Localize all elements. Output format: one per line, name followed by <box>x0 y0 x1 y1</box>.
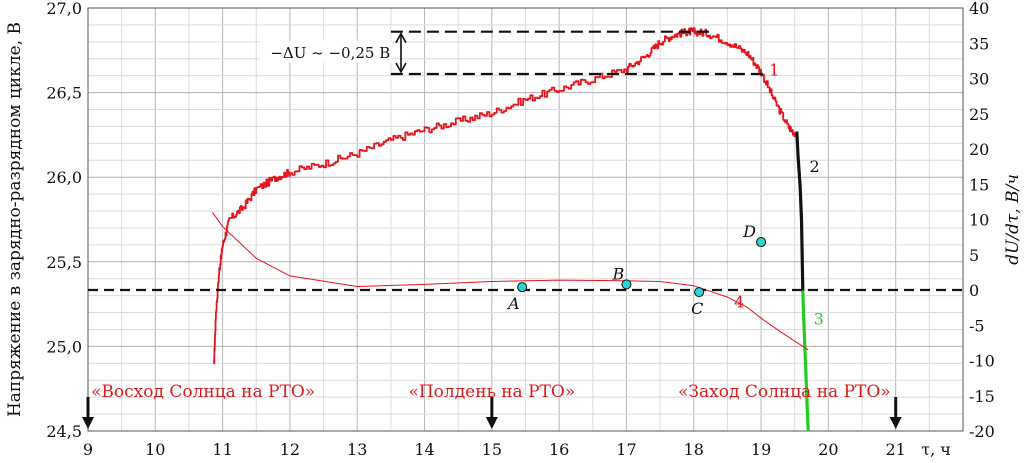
y2-tick-label: 20 <box>969 140 989 159</box>
y2-tick-label: 30 <box>969 70 989 89</box>
point-d <box>756 237 767 248</box>
y2-axis-label: dU/dτ, В/ч <box>1003 174 1023 265</box>
series-3-line <box>801 290 810 432</box>
y2-tick-label: -20 <box>969 422 995 441</box>
x-tick-label: 19 <box>751 440 771 459</box>
y-tick-label: 27,0 <box>46 0 82 18</box>
x-tick-label: 9 <box>83 440 93 459</box>
point-b-label: B <box>611 264 624 283</box>
delta-label: −ΔU ~ −0,25 В <box>270 44 390 62</box>
series-4-line <box>212 212 809 351</box>
event-arrow-head <box>82 417 94 429</box>
y2-tick-label: -5 <box>969 316 985 335</box>
point-a-label: A <box>506 294 520 313</box>
y2-tick-label: 25 <box>969 105 989 124</box>
plot-frame <box>87 7 964 432</box>
y-tick-label: 25,0 <box>46 337 82 356</box>
x-tick-label: 20 <box>818 440 838 459</box>
series-3-number: 3 <box>814 309 824 328</box>
y2-tick-label: -15 <box>969 387 995 406</box>
y2-tick-label: 5 <box>969 246 979 265</box>
tick-labels: 9 10 11 12 13 14 15 16 17 18 19 20 2124,525,025,526,… <box>46 0 994 459</box>
x-axis-label: τ, ч <box>921 440 951 459</box>
series-1-number: 1 <box>769 61 779 80</box>
x-tick-label: 12 <box>280 440 300 459</box>
y2-tick-label: 35 <box>969 34 989 53</box>
y-tick-label: 25,5 <box>46 253 82 272</box>
event-annotation: «Полдень на РТО» <box>408 382 575 402</box>
y-axis-label: Напряжение в зарядно-разрядном цикле, В <box>5 22 25 417</box>
x-tick-label: 13 <box>347 440 367 459</box>
series-1-line <box>213 27 796 365</box>
grid <box>87 7 964 432</box>
series-layer: 1 2 3 4 <box>212 27 824 432</box>
event-arrow-head <box>485 417 498 429</box>
y2-tick-label: 10 <box>969 211 989 230</box>
y-tick-label: 26,0 <box>46 168 82 187</box>
point-c <box>694 287 705 298</box>
x-tick-label: 14 <box>414 440 434 459</box>
point-b <box>621 279 632 290</box>
x-tick-label: 21 <box>886 440 906 459</box>
point-c-label: C <box>691 299 703 318</box>
x-tick-label: 11 <box>212 440 232 459</box>
event-annotation: «Заход Солнца на РТО» <box>678 382 891 402</box>
event-annotation: «Восход Солнца на РТО» <box>91 382 315 402</box>
x-tick-label: 16 <box>549 440 569 459</box>
delta-arrow-head-up <box>395 32 407 44</box>
y-tick-label: 24,5 <box>46 422 82 441</box>
x-tick-label: 15 <box>482 440 502 459</box>
event-arrow-head <box>889 417 902 429</box>
y-tick-label: 26,5 <box>46 84 82 103</box>
series-2-line <box>795 131 805 291</box>
x-tick-label: 10 <box>145 440 165 459</box>
series-2-number: 2 <box>810 157 820 176</box>
x-tick-label: 17 <box>616 440 636 459</box>
delta-arrow-head-down <box>395 62 407 74</box>
marks-layer: −ΔU ~ −0,25 В A B C D «Восход Солнца на РТО» «… <box>82 30 963 429</box>
series-4-number: 4 <box>734 293 744 312</box>
point-d-label: D <box>742 222 756 241</box>
x-tick-label: 18 <box>684 440 704 459</box>
point-a <box>517 282 528 293</box>
delta-label-background <box>260 40 393 63</box>
y2-tick-label: 15 <box>969 175 989 194</box>
y2-tick-label: 0 <box>969 281 979 300</box>
y2-tick-label: -10 <box>969 352 995 371</box>
y2-tick-label: 40 <box>969 0 989 18</box>
